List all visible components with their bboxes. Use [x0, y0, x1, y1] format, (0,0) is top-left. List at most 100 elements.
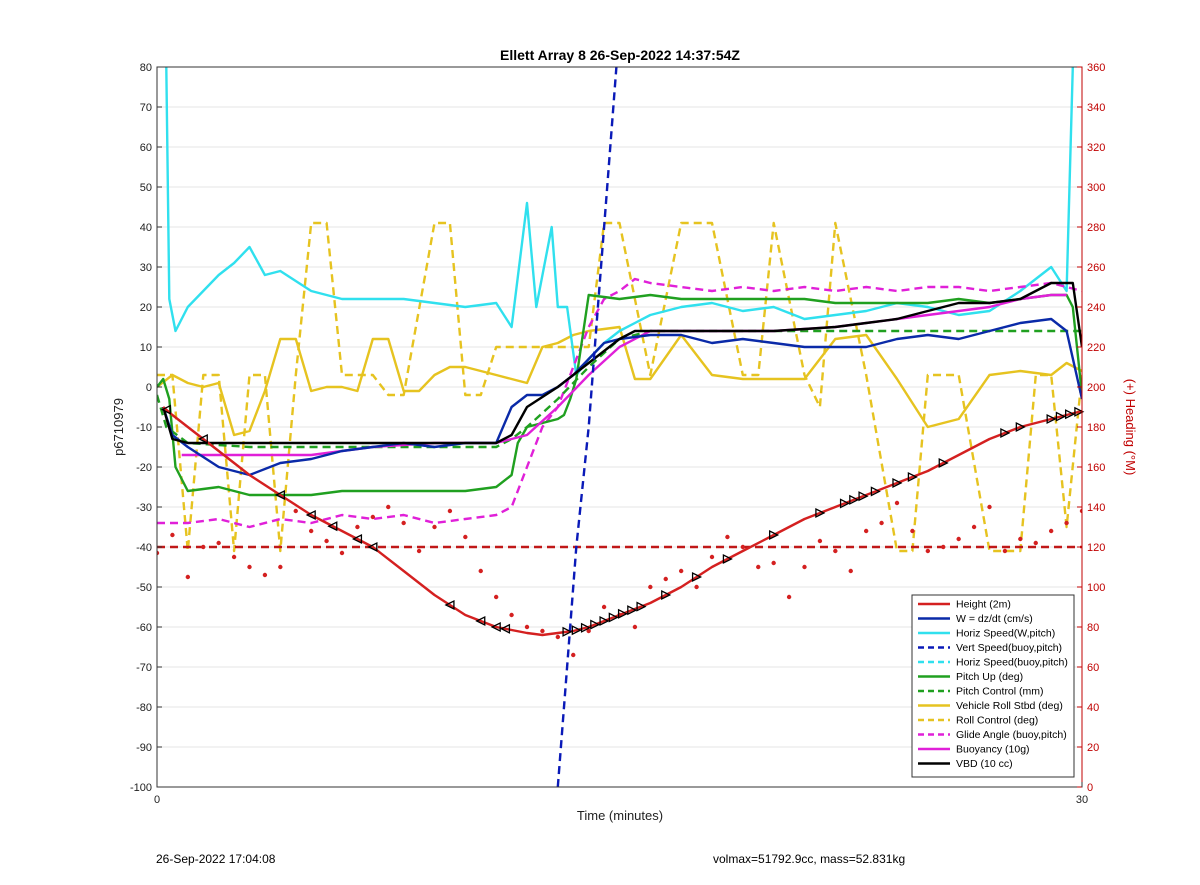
y-tick-label: -60: [136, 622, 152, 634]
heading-point: [339, 550, 345, 556]
y-tick-label: 70: [140, 102, 152, 114]
series-vert-speed-buoy-pitch: [556, 67, 618, 787]
x-axis-label: Time (minutes): [577, 808, 663, 823]
direction-marker: [1015, 421, 1026, 433]
y-axis-left: -100-90-80-70-60-50-40-30-20-10010203040…: [130, 62, 162, 794]
marker-layer: [160, 404, 1085, 637]
heading-point: [1079, 508, 1082, 514]
y-tick-label: -10: [136, 422, 152, 434]
direction-marker: [892, 477, 903, 489]
y-tick-label: 20: [140, 302, 152, 314]
direction-marker: [490, 621, 501, 633]
direction-marker: [938, 457, 949, 469]
heading-point: [201, 544, 206, 550]
y2-tick-label: 60: [1087, 662, 1099, 674]
heading-point: [786, 594, 792, 600]
heading-point: [709, 554, 715, 560]
heading-point: [262, 572, 268, 578]
footer-mass-info: volmax=51792.9cc, mass=52.831kg: [713, 852, 906, 866]
legend-entry: Buoyancy (10g): [956, 744, 1030, 756]
direction-marker: [197, 433, 208, 445]
y-tick-label: -70: [136, 662, 152, 674]
y2-tick-label: 200: [1087, 382, 1105, 394]
heading-point: [355, 524, 360, 530]
direction-marker: [1000, 427, 1011, 439]
y-tick-label: -50: [136, 582, 152, 594]
series-vbd-10-cc: [162, 281, 1082, 445]
direction-marker: [580, 622, 592, 633]
heading-point: [216, 540, 221, 546]
heading-point: [971, 524, 977, 530]
y-tick-label: -90: [136, 742, 152, 754]
heading-point: [1033, 540, 1038, 546]
direction-marker: [305, 509, 316, 521]
x-tick-label: 30: [1076, 794, 1088, 806]
legend-entry: Horiz Speed(buoy,pitch): [956, 657, 1068, 669]
y-tick-label: 80: [140, 62, 152, 74]
heading-point: [463, 534, 468, 540]
heading-point: [401, 520, 406, 526]
direction-marker: [444, 599, 455, 611]
heading-point: [648, 584, 653, 590]
heading-point: [725, 534, 730, 540]
heading-point: [447, 508, 453, 514]
heading-point: [293, 508, 298, 514]
y2-tick-label: 340: [1087, 102, 1105, 114]
direction-marker: [691, 571, 703, 583]
series-layer: [157, 67, 1082, 787]
direction-marker: [849, 494, 860, 505]
y2-tick-label: 240: [1087, 302, 1105, 314]
legend-entry: Height (2m): [956, 599, 1011, 611]
y2-tick-label: 140: [1087, 502, 1105, 514]
y-tick-label: 30: [140, 262, 152, 274]
heading-point: [879, 520, 884, 526]
direction-marker: [571, 625, 582, 636]
legend-box: [911, 594, 1075, 778]
direction-marker: [562, 626, 573, 637]
chart-title: Ellett Array 8 26-Sep-2022 14:37:54Z: [500, 47, 740, 63]
y2-tick-label: 120: [1087, 542, 1105, 554]
y-tick-label: -80: [136, 702, 152, 714]
heading-point: [632, 624, 638, 630]
series-w-dz-dt-cm-s: [162, 317, 1082, 477]
heading-point: [601, 604, 607, 610]
y2-tick-label: 360: [1087, 62, 1105, 74]
heading-point: [848, 568, 853, 574]
y2-tick-label: 280: [1087, 222, 1105, 234]
direction-marker: [599, 615, 610, 627]
heading-point: [1018, 536, 1023, 542]
legend-entry: Horiz Speed(W,pitch): [956, 628, 1055, 640]
direction-marker: [1046, 413, 1057, 425]
heading-point: [509, 612, 514, 618]
direction-marker: [1055, 411, 1066, 422]
direction-marker: [274, 489, 285, 501]
y2-tick-label: 20: [1087, 742, 1099, 754]
direction-marker: [636, 601, 647, 612]
heading-point: [863, 528, 869, 534]
direction-marker: [815, 507, 826, 519]
heading-point: [386, 504, 391, 510]
direction-marker: [839, 498, 851, 509]
heading-point: [540, 628, 545, 634]
footer-timestamp: 26-Sep-2022 17:04:08: [156, 852, 276, 866]
heading-point: [416, 548, 422, 554]
heading-point: [1064, 520, 1069, 526]
direction-marker: [499, 623, 511, 634]
heading-point: [478, 568, 483, 574]
y2-tick-label: 0: [1087, 782, 1093, 794]
direction-marker: [367, 541, 378, 553]
y2-tick-label: 100: [1087, 582, 1105, 594]
heading-point: [324, 538, 329, 544]
y-tick-label: 0: [146, 382, 152, 394]
heading-point: [524, 624, 530, 630]
direction-marker: [858, 491, 869, 502]
direction-marker: [627, 605, 638, 616]
heading-point: [308, 528, 314, 534]
y2-tick-label: 220: [1087, 342, 1105, 354]
y-tick-label: 10: [140, 342, 152, 354]
legend-entry: Roll Control (deg): [956, 715, 1038, 727]
x-tick-label: 0: [154, 794, 160, 806]
heading-point: [833, 548, 838, 554]
heading-point: [231, 554, 237, 560]
heading-point: [987, 504, 992, 510]
